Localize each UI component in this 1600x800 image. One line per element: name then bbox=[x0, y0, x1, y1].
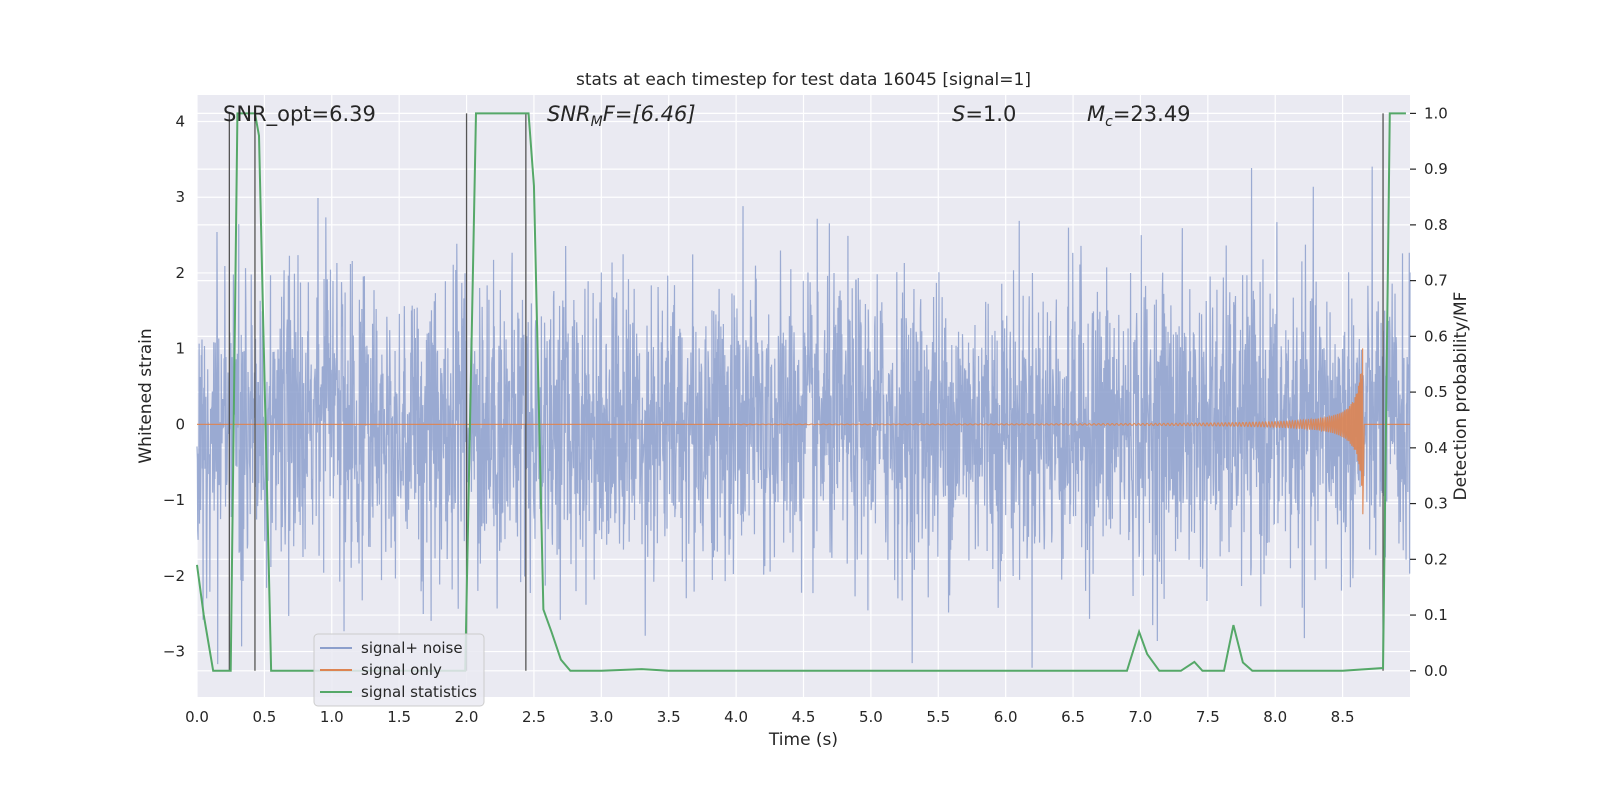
y-tick-label: 2 bbox=[175, 264, 185, 282]
x-tick-label: 6.5 bbox=[1061, 708, 1085, 726]
y-right-tick-label: 0.7 bbox=[1424, 272, 1448, 290]
y-tick-label: 3 bbox=[175, 188, 185, 206]
x-tick-label: 1.0 bbox=[320, 708, 344, 726]
legend-label: signal only bbox=[361, 661, 442, 679]
x-tick-label: 1.5 bbox=[387, 708, 411, 726]
x-tick-label: 0.5 bbox=[252, 708, 276, 726]
annotation-mc-sub: c bbox=[1105, 114, 1113, 130]
legend: signal+ noise signal only signal statistic… bbox=[313, 633, 485, 707]
x-tick-label: 0.0 bbox=[185, 708, 209, 726]
legend-label: signal+ noise bbox=[361, 639, 463, 657]
x-tick-label: 4.5 bbox=[792, 708, 816, 726]
x-tick-label: 3.5 bbox=[657, 708, 681, 726]
y-right-tick-label: 0.3 bbox=[1424, 495, 1448, 513]
x-tick-label: 8.5 bbox=[1331, 708, 1355, 726]
y-tick-label: −3 bbox=[163, 643, 185, 661]
x-tick-label: 6.0 bbox=[994, 708, 1018, 726]
y-right-tick-label: 0.1 bbox=[1424, 606, 1448, 624]
x-tick-label: 2.5 bbox=[522, 708, 546, 726]
axis-ticks: 0.0 0.5 1.0 1.5 2.0 2.5 3.0 3.5 4.0 4.5 5.0 5.5 6.0 6… bbox=[163, 104, 1448, 726]
legend-label: signal statistics bbox=[361, 683, 477, 701]
y-right-tick-label: 1.0 bbox=[1424, 104, 1448, 122]
y-tick-label: −2 bbox=[163, 567, 185, 585]
y-right-tick-label: 0.4 bbox=[1424, 439, 1448, 457]
x-tick-label: 3.0 bbox=[589, 708, 613, 726]
annotation-mc-rest: =23.49 bbox=[1113, 102, 1191, 126]
y-right-tick-label: 0.8 bbox=[1424, 216, 1448, 234]
chart-title: stats at each timestep for test data 160… bbox=[576, 70, 1031, 90]
x-axis-label: Time (s) bbox=[768, 730, 838, 750]
y-right-tick-label: 0.9 bbox=[1424, 160, 1448, 178]
x-tick-label: 2.0 bbox=[455, 708, 479, 726]
series-signal-statistics bbox=[196, 112, 1406, 672]
x-tick-label: 8.0 bbox=[1263, 708, 1287, 726]
y-right-tick-label: 0.2 bbox=[1424, 550, 1448, 568]
x-tick-label: 5.0 bbox=[859, 708, 883, 726]
annotation-snr-mf-main: SNR bbox=[547, 102, 591, 126]
y-axis-right-label: Detection probability/MF bbox=[1451, 292, 1471, 501]
y-right-tick-label: 0.5 bbox=[1424, 383, 1448, 401]
noise-line bbox=[196, 166, 1411, 668]
annotation-snr-mf-rest: F=[6.46] bbox=[603, 102, 696, 126]
series-signal-only bbox=[197, 348, 1410, 515]
annotation-s: S=1.0 bbox=[952, 102, 1016, 126]
y-axis-label: Whitened strain bbox=[136, 328, 156, 463]
annotation-snr-mf-sub: M bbox=[591, 114, 603, 130]
legend-box bbox=[313, 633, 485, 707]
series-signal-noise bbox=[196, 166, 1411, 668]
annotation-mc: Mc=23.49 bbox=[1087, 102, 1191, 130]
x-tick-label: 7.5 bbox=[1196, 708, 1220, 726]
annotation-s-main: S bbox=[952, 102, 965, 126]
annotation-snr-mf: SNRMF=[6.46] bbox=[547, 102, 696, 130]
y-right-tick-label: 0.0 bbox=[1424, 662, 1448, 680]
y-tick-label: 1 bbox=[175, 340, 185, 358]
x-tick-label: 7.0 bbox=[1129, 708, 1153, 726]
y-tick-label: 0 bbox=[175, 415, 185, 433]
annotation-mc-main: M bbox=[1087, 102, 1105, 126]
annotation-snr-opt: SNR_opt=6.39 bbox=[223, 102, 376, 127]
x-tick-label: 4.0 bbox=[724, 708, 748, 726]
y-tick-label: 4 bbox=[175, 113, 185, 131]
x-tick-label: 5.5 bbox=[926, 708, 950, 726]
y-right-tick-label: 0.6 bbox=[1424, 327, 1448, 345]
chirp-line bbox=[197, 348, 1410, 515]
y-tick-label: −1 bbox=[163, 491, 185, 509]
statistics-line bbox=[196, 112, 1406, 672]
annotation-s-rest: =1.0 bbox=[965, 102, 1016, 126]
